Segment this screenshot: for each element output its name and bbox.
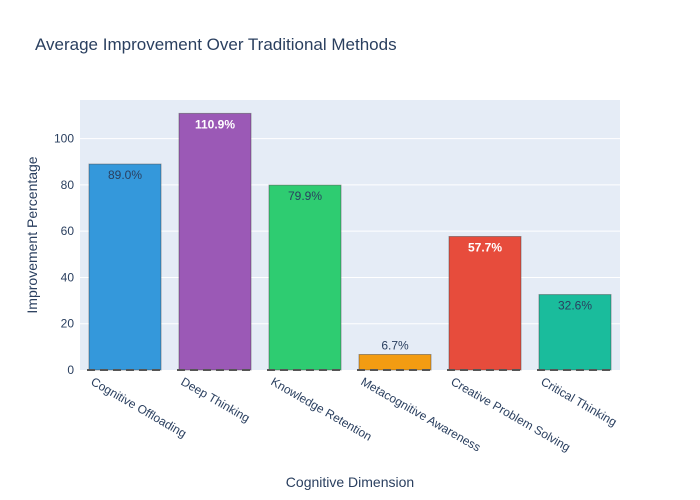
bar-data-label: 110.9% [195,117,235,131]
bar [538,294,612,371]
chart-title: Average Improvement Over Traditional Met… [35,35,397,54]
y-axis-title: Improvement Percentage [24,156,40,313]
y-axis-ticks: 0 20 40 60 80 100 [54,132,74,377]
bar [448,236,522,371]
plot-area [80,100,620,370]
x-tick-label: Critical Thinking [539,374,620,429]
bar-data-label: 79.9% [288,189,322,203]
bar-labels: 89.0% 110.9% 79.9% 6.7% 57.7% 32.6% [108,117,592,352]
bars [88,112,612,371]
bar-data-label: 89.0% [108,168,142,182]
y-tick-label: 20 [61,317,75,331]
bar [88,163,162,371]
y-tick-label: 40 [61,270,75,284]
x-tick-label: Deep Thinking [179,374,253,425]
bar-data-label: 32.6% [558,299,592,313]
y-tick-label: 60 [61,224,75,238]
bar [358,353,432,371]
bar-data-label: 57.7% [468,241,502,255]
x-axis-title: Cognitive Dimension [286,474,414,490]
bar-data-label: 6.7% [381,338,409,352]
y-tick-label: 80 [61,178,75,192]
bar [268,184,342,371]
y-tick-label: 100 [54,132,74,146]
bar [178,112,252,371]
x-tick-label: Cognitive Offloading [89,374,189,440]
gridlines [80,138,620,325]
y-tick-label: 0 [67,363,74,377]
